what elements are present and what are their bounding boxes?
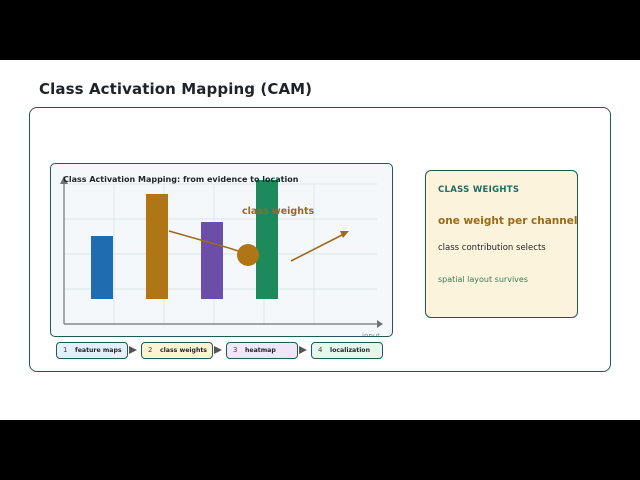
pipeline-arrow-icon xyxy=(299,346,307,354)
side-heading: CLASS WEIGHTS xyxy=(438,185,520,195)
weight-arrow xyxy=(290,233,345,262)
class-weights-card: CLASS WEIGHTS one weight per channel cla… xyxy=(425,170,578,318)
y-axis-arrowhead xyxy=(60,176,68,184)
step-number: 3 xyxy=(233,346,238,354)
pipeline-arrow-icon xyxy=(129,346,137,354)
side-text: class contribution selects xyxy=(438,243,546,253)
bar-3 xyxy=(201,222,223,299)
weight-node xyxy=(237,244,259,266)
step-label: class weights xyxy=(160,347,207,354)
step-number: 1 xyxy=(63,346,68,354)
side-note: spatial layout survives xyxy=(438,275,528,284)
pipeline-step-localization: 4 localization xyxy=(311,342,383,359)
step-label: feature maps xyxy=(75,347,122,354)
step-number: 4 xyxy=(318,346,323,354)
x-axis-label: input xyxy=(362,332,380,336)
step-number: 2 xyxy=(148,346,153,354)
bar-4 xyxy=(256,180,278,299)
bar-1 xyxy=(91,236,113,299)
plot-canvas: Class Activation Mapping: from evidence … xyxy=(60,175,383,336)
step-label: localization xyxy=(330,347,370,354)
pipeline-step-heatmap: 3 heatmap xyxy=(226,342,298,359)
slide: Class Activation Mapping (CAM) Class Act… xyxy=(0,60,640,420)
weight-arrow-head xyxy=(340,231,349,238)
page-title: Class Activation Mapping (CAM) xyxy=(39,80,313,98)
weight-connector xyxy=(168,230,230,249)
bars-group xyxy=(91,180,278,299)
plot-caption: Class Activation Mapping: from evidence … xyxy=(63,175,299,184)
side-emphasis: one weight per channel xyxy=(438,215,578,227)
pipeline-step-feature-maps: 1 feature maps xyxy=(56,342,128,359)
x-axis-arrowhead xyxy=(377,320,383,328)
pipeline-step-class-weights: 2 class weights xyxy=(141,342,213,359)
step-label: heatmap xyxy=(245,347,276,354)
class-weights-annotation: class weights xyxy=(242,206,314,217)
plot-panel: Class Activation Mapping: from evidence … xyxy=(50,163,393,337)
pipeline-arrow-icon xyxy=(214,346,222,354)
bar-2 xyxy=(146,194,168,299)
